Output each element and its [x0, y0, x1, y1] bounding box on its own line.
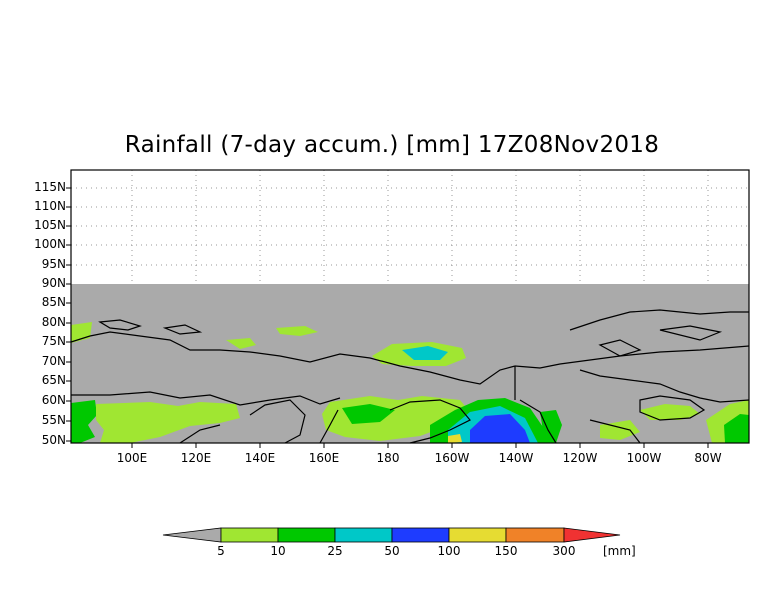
colorbar-label: 10	[270, 544, 286, 558]
lat-label: 105N	[34, 218, 66, 232]
colorbar-segment-1	[220, 527, 279, 543]
colorbar-segment-below	[162, 527, 222, 543]
lon-label: 120E	[180, 451, 212, 465]
colorbar-label: 25	[327, 544, 343, 558]
lat-ticks	[66, 187, 71, 442]
map-title: Rainfall (7-day accum.) [mm] 17Z08Nov201…	[124, 132, 660, 158]
rain-patch-siberia-2	[226, 338, 256, 349]
lat-label: 95N	[41, 257, 66, 271]
lat-label: 60N	[41, 393, 66, 407]
lat-label: 70N	[41, 354, 66, 368]
colorbar-label: 300	[552, 544, 576, 558]
lon-label: 180	[376, 451, 400, 465]
lat-label: 50N	[41, 433, 66, 447]
rain-patch-pacific-yellow	[448, 434, 462, 443]
colorbar-segment-above	[563, 527, 621, 543]
rain-patch-pacific-blue	[470, 414, 530, 443]
lat-label: 90N	[41, 276, 66, 290]
lat-label: 55N	[41, 413, 66, 427]
lat-label: 100N	[34, 237, 66, 251]
lat-label: 65N	[41, 373, 66, 387]
rain-patch-hudson	[640, 404, 700, 420]
rain-patch-east-dark	[724, 414, 749, 443]
colorbar-segment-4	[391, 527, 450, 543]
colorbar-label: 100	[437, 544, 461, 558]
lat-label: 80N	[41, 315, 66, 329]
rain-patch-nw-coast	[71, 322, 92, 343]
rain-patch-arctic-alaska-core	[402, 346, 448, 360]
lon-label: 160W	[434, 451, 470, 465]
lon-label: 120W	[562, 451, 598, 465]
colorbar-segment-6	[505, 527, 565, 543]
rain-patch-siberia-1	[276, 326, 318, 336]
lon-label: 100E	[116, 451, 148, 465]
rain-patch-na-west	[540, 410, 562, 443]
lat-label: 115N	[34, 180, 66, 194]
colorbar-segment-2	[277, 527, 336, 543]
lat-label: 85N	[41, 295, 66, 309]
lon-label: 140E	[244, 451, 276, 465]
lon-gridlines	[131, 170, 709, 284]
lat-gridlines	[71, 187, 749, 266]
lat-label: 110N	[34, 199, 66, 213]
map-frame	[70, 169, 750, 444]
colorbar	[162, 527, 621, 543]
coastlines	[70, 309, 750, 444]
lon-label: 100W	[626, 451, 662, 465]
colorbar-units: [mm]	[603, 544, 636, 558]
colorbar-segment-3	[334, 527, 393, 543]
colorbar-label: 5	[217, 544, 225, 558]
colorbar-label: 150	[494, 544, 518, 558]
rain-patch-west	[71, 400, 97, 443]
rain-patch-kamchatka-dark	[342, 404, 395, 424]
lon-label: 80W	[694, 451, 722, 465]
colorbar-label: 50	[384, 544, 400, 558]
lon-label: 160E	[308, 451, 340, 465]
colorbar-segment-5	[448, 527, 507, 543]
lon-label: 140W	[498, 451, 534, 465]
lat-label: 75N	[41, 334, 66, 348]
rain-patch-west-light	[96, 402, 240, 443]
lon-ticks	[131, 443, 709, 448]
